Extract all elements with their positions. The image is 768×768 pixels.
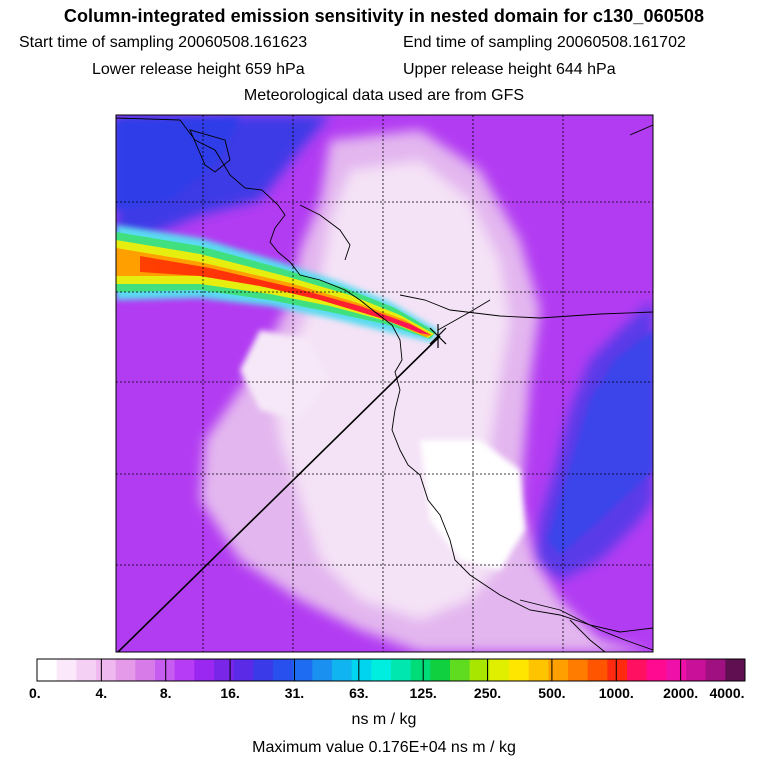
island-outline: [189, 129, 231, 173]
map-frame: [115, 114, 654, 653]
met-data-label: Meteorological data used are from GFS: [243, 87, 525, 104]
release-point-marker: [429, 324, 447, 348]
border-line-east: [399, 294, 653, 319]
colorbar-tick-label: 250.: [473, 685, 502, 701]
colorbar-swatch: [568, 659, 589, 681]
colorbar-tick-label: 16.: [220, 685, 240, 701]
colorbar-swatch: [430, 659, 451, 681]
flight-track-line: [117, 335, 441, 652]
colorbar-swatch: [253, 659, 274, 681]
colorbar-swatch: [548, 659, 569, 681]
coastlines: [116, 117, 653, 652]
colorbar-swatch: [174, 659, 195, 681]
border-line-south: [519, 599, 653, 651]
colorbar: [37, 659, 746, 681]
colorbar-swatch: [135, 659, 156, 681]
colorbar-swatch: [214, 659, 235, 681]
colorbar-swatch: [666, 659, 687, 681]
deep-blue-region: [116, 118, 240, 210]
colorbar-swatch: [509, 659, 530, 681]
colorbar-swatch: [450, 659, 471, 681]
colorbar-swatch: [76, 659, 97, 681]
upper-height-label: Upper release height 644 hPa: [403, 61, 616, 78]
plot-title: Column-integrated emission sensitivity i…: [63, 6, 705, 26]
colorbar-swatch: [155, 659, 176, 681]
lat-lon-grid: [116, 115, 653, 652]
colorbar-swatch: [469, 659, 490, 681]
colorbar-swatch: [705, 659, 726, 681]
colorbar-swatch: [607, 659, 628, 681]
colorbar-swatch: [273, 659, 294, 681]
colorbar-units: ns m / kg: [351, 711, 417, 728]
colorbar-swatch: [686, 659, 707, 681]
coastline-main: [116, 117, 653, 633]
colorbar-swatch: [627, 659, 648, 681]
lower-height-label: Lower release height 659 hPa: [92, 61, 305, 78]
colorbar-swatch: [194, 659, 215, 681]
border-line: [299, 204, 351, 261]
colorbar-frame: [36, 658, 746, 682]
end-time-label: End time of sampling 20060508.161702: [403, 34, 686, 51]
border-line: [437, 299, 491, 331]
white-patch-west: [240, 330, 330, 420]
colorbar-swatch: [371, 659, 392, 681]
colorbar-swatch: [528, 659, 549, 681]
colorbar-tick-label: 2000.: [663, 685, 699, 701]
blue-core-east: [548, 330, 653, 555]
colorbar-tick-label: 4000.: [709, 685, 745, 701]
colorbar-swatch: [391, 659, 412, 681]
island-outline: [569, 619, 606, 652]
maximum-value-label: Maximum value 0.176E+04 ns m / kg: [252, 739, 516, 756]
plume-core: [140, 256, 431, 335]
colorbar-swatch: [410, 659, 431, 681]
colorbar-swatch: [37, 659, 58, 681]
map-field: [116, 115, 653, 652]
colorbar-tick-label: 4.: [95, 685, 108, 701]
start-time-label: Start time of sampling 20060508.161623: [19, 34, 308, 51]
colorbar-swatch: [489, 659, 510, 681]
colorbar-tick-label: 500.: [538, 685, 566, 701]
coast-fragment: [629, 124, 653, 136]
colorbar-tick-label: 0.: [29, 685, 41, 701]
white-patch: [420, 440, 525, 570]
colorbar-swatch: [312, 659, 333, 681]
colorbar-swatch: [646, 659, 667, 681]
colorbar-tick-label: 1000.: [598, 685, 634, 701]
emission-plume: [116, 225, 438, 342]
colorbar-tick-label: 125.: [409, 685, 437, 701]
colorbar-tick-label: 63.: [349, 685, 369, 701]
colorbar-tick-label: 31.: [284, 685, 305, 701]
colorbar-swatch: [332, 659, 353, 681]
colorbar-swatch: [587, 659, 608, 681]
colorbar-swatch: [96, 659, 117, 681]
colorbar-tick-label: 8.: [159, 685, 172, 701]
colorbar-swatch: [351, 659, 372, 681]
colorbar-swatch: [292, 659, 313, 681]
colorbar-swatch: [233, 659, 254, 681]
colorbar-swatch: [115, 659, 136, 681]
colorbar-swatch: [725, 659, 746, 681]
colorbar-swatch: [56, 659, 77, 681]
